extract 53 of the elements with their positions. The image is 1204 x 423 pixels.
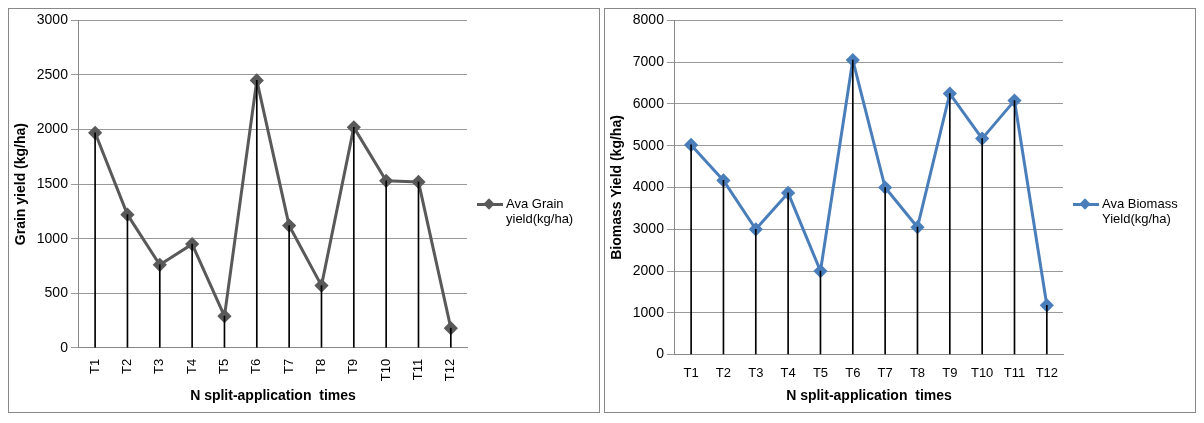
x-tick-label: T5 (812, 364, 829, 380)
x-tick-label: T5 (216, 358, 232, 374)
y-tick-label: 2000 (632, 261, 665, 278)
x-tick-label: T7 (280, 358, 296, 374)
x-tick-label: T6 (248, 358, 264, 374)
point (716, 173, 730, 187)
point (813, 264, 827, 278)
x-tick-label: T11 (410, 358, 426, 381)
y-tick-label: 4000 (632, 178, 665, 195)
x-tick-label: T4 (183, 358, 199, 374)
y-axis-title: Grain yield (kg/ha) (12, 123, 29, 246)
x-tick-label: T12 (442, 358, 458, 382)
y-tick-label: 2000 (36, 120, 69, 137)
y-tick-label: 7000 (632, 53, 665, 70)
x-tick-label: T1 (86, 358, 102, 374)
y-tick-label: 500 (44, 284, 69, 301)
point (314, 279, 328, 293)
x-tick-label: T4 (780, 364, 796, 380)
legend-label: Ava Grain yield(kg/ha) (506, 195, 575, 226)
y-tick-label: 1000 (632, 303, 665, 320)
y-tick-label: 8000 (632, 11, 665, 28)
x-tick-label: T6 (845, 364, 861, 380)
y-tick-label: 0 (656, 345, 665, 362)
x-tick-label: T12 (1035, 364, 1059, 380)
y-tick-label: 1000 (36, 229, 69, 246)
y-axis-title: Biomass Yield (kg/ha) (608, 115, 625, 260)
x-tick-label: T3 (151, 358, 167, 374)
x-tick-label: T10 (970, 364, 994, 380)
y-tick-label: 5000 (632, 136, 665, 153)
y-tick-label: 2500 (36, 65, 69, 82)
x-tick-label: T7 (877, 364, 893, 380)
point (1007, 94, 1021, 108)
x-tick-label: T8 (313, 358, 329, 374)
y-tick-label: 3000 (36, 11, 69, 28)
point (411, 175, 425, 189)
x-tick-label: T2 (715, 364, 732, 380)
x-tick-label: T1 (683, 364, 699, 380)
x-tick-label: T11 (1003, 364, 1026, 380)
y-tick-label: 3000 (632, 220, 665, 237)
y-tick-label: 1500 (36, 174, 69, 191)
legend-label: Ava Biomass Yield(kg/ha) (1102, 195, 1179, 226)
x-axis-title: N split-application times (190, 387, 357, 404)
x-tick-label: T8 (909, 364, 926, 380)
x-tick-label: T2 (119, 358, 135, 374)
point (910, 220, 924, 234)
x-tick-label: T3 (748, 364, 764, 380)
y-tick-label: 6000 (632, 94, 665, 111)
x-tick-label: T9 (345, 358, 361, 374)
x-tick-label: T10 (377, 358, 393, 382)
y-tick-label: 0 (60, 338, 69, 355)
x-axis-title: N split-application times (786, 387, 953, 404)
point (217, 309, 231, 323)
x-tick-label: T9 (942, 364, 958, 380)
